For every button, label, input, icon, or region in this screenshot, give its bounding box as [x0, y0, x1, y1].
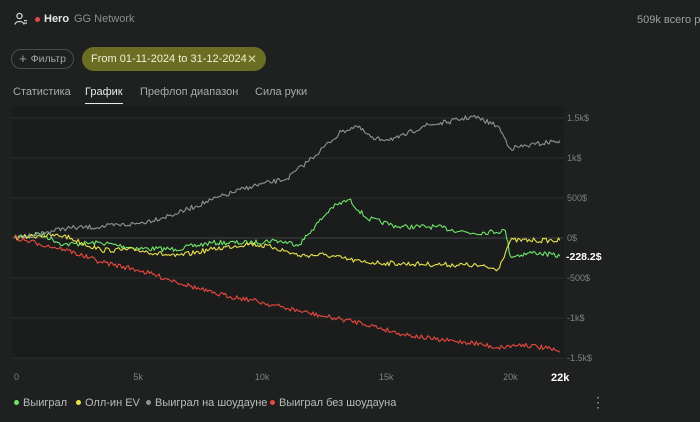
series-line: [13, 235, 561, 353]
y-tick-label: 0$: [567, 233, 577, 243]
x-tick-label: 15k: [379, 372, 394, 382]
plus-icon: +: [19, 51, 27, 66]
network-name: GG Network: [74, 13, 135, 25]
y-axis: 1.5k$ 1k$ 500$ 0$ -500$ -1k$ -1.5k$: [567, 113, 592, 363]
y-tick-label: 1.5k$: [567, 113, 589, 123]
legend-label: Выиграл без шоудауна: [279, 397, 397, 409]
y-tick-label: -1.5k$: [567, 353, 592, 363]
legend-item-allin-ev[interactable]: Олл-ин EV: [76, 397, 140, 409]
series-line: [13, 198, 561, 259]
user-settings-icon[interactable]: [14, 12, 28, 26]
legend-swatch: [76, 399, 81, 405]
date-range-chip[interactable]: From 01-11-2024 to 31-12-2024 ✕: [82, 47, 266, 71]
close-icon[interactable]: ✕: [247, 52, 258, 66]
y-tick-label: -500$: [567, 273, 590, 283]
profit-chart[interactable]: 1.5k$ 1k$ 500$ 0$ -500$ -1k$ -1.5k$ 0 5k 10k 15k 2…: [0, 106, 700, 388]
tab-statistics[interactable]: Статистика: [13, 86, 71, 98]
filter-button[interactable]: + Фильтр: [11, 49, 74, 69]
legend-item-won[interactable]: Выиграл: [14, 397, 67, 409]
legend-item-non-showdown[interactable]: Выиграл без шоудауна: [270, 397, 396, 409]
legend-label: Выиграл на шоудауне: [155, 397, 268, 409]
y-tick-label: 1k$: [567, 153, 582, 163]
legend-label: Олл-ин EV: [85, 397, 140, 409]
tab-graph[interactable]: График: [85, 86, 123, 104]
x-end-label: 22k: [551, 372, 570, 384]
tab-hand-strength[interactable]: Сила руки: [255, 86, 308, 98]
gridlines: [12, 117, 564, 359]
legend-swatch: [14, 399, 19, 405]
y-tick-label: -1k$: [567, 313, 585, 323]
x-tick-label: 5k: [133, 372, 143, 382]
series-line: [13, 114, 561, 240]
y-tick-label: 500$: [567, 193, 587, 203]
legend-label: Выиграл: [23, 397, 68, 409]
x-axis: 0 5k 10k 15k 20k: [14, 372, 518, 382]
filter-button-label: Фильтр: [30, 53, 66, 65]
x-tick-label: 0: [14, 372, 19, 382]
plot-area: [12, 106, 564, 358]
total-hands: 509k всего ру: [637, 14, 700, 26]
legend-swatch: [270, 399, 275, 405]
series-line: [13, 232, 561, 272]
date-range-label: From 01-11-2024 to 31-12-2024: [91, 53, 247, 65]
top-bar: Hero GG Network 509k всего ру: [0, 0, 700, 40]
series-layer: [13, 114, 561, 353]
more-vertical-icon[interactable]: ⋮: [591, 394, 605, 410]
player-name[interactable]: Hero: [44, 13, 70, 25]
legend-swatch: [146, 399, 151, 405]
current-value-label: -228.2$: [566, 251, 602, 263]
x-tick-label: 20k: [503, 372, 518, 382]
legend-item-showdown[interactable]: Выиграл на шоудауне: [146, 397, 267, 409]
status-dot: [35, 17, 40, 22]
x-tick-label: 10k: [255, 372, 270, 382]
tab-preflop-range[interactable]: Префлоп диапазон: [140, 86, 239, 98]
